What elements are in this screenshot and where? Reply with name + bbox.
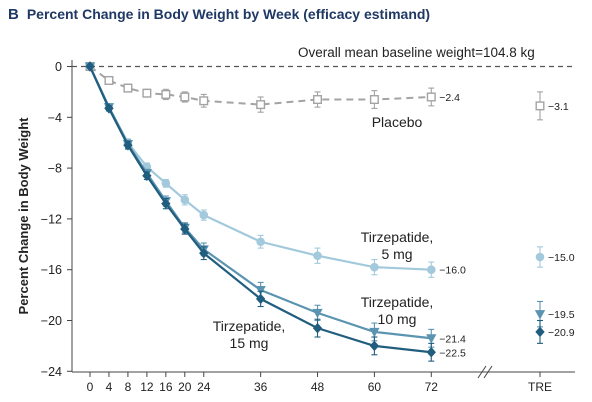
y-tick-label: −16 [41,263,62,277]
y-tick-label: 0 [55,60,62,74]
data-point-tirzepatide-5-mg [199,210,209,220]
series-name-label-tirzepatide-10-mg: Tirzepatide, [361,294,434,310]
series-layer [84,61,546,362]
x-tick-label: 72 [425,380,439,394]
series-name-label-tirzepatide-15-mg: Tirzepatide, [213,318,286,334]
x-tick-label: 24 [197,380,211,394]
data-point-placebo [256,100,266,110]
y-tick-label: −8 [48,162,62,176]
data-point-tirzepatide-10-mg [255,286,266,296]
series-tirzepatide-5-mg [85,62,545,278]
data-point-tirzepatide-5-mg [370,262,379,272]
series-tirzepatide-15-mg [85,61,545,362]
chart-title: Percent Change in Body Weight by Week (e… [26,6,431,22]
x-tick-label: 4 [106,380,113,394]
data-point-tirzepatide-10-mg [312,308,323,319]
end-value-label-tirzepatide-10-mg: −21.4 [439,333,466,345]
tre-point-tirzepatide-15-mg [535,326,545,338]
y-tick-label: −12 [41,212,62,226]
data-point-tirzepatide-15-mg [85,61,95,72]
baseline-weight-annotation: Overall mean baseline weight=104.8 kg [298,45,535,60]
data-point-placebo [426,92,436,102]
tre-point-tirzepatide-5-mg [535,252,545,262]
tre-value-label-tirzepatide-10-mg: −19.5 [548,309,575,321]
data-point-tirzepatide-15-mg [312,322,323,334]
data-point-tirzepatide-15-mg [199,247,209,259]
end-value-label-tirzepatide-5-mg: −16.0 [439,265,466,277]
data-point-tirzepatide-15-mg [142,170,152,181]
data-point-tirzepatide-5-mg [426,265,436,275]
data-point-tirzepatide-15-mg [255,293,266,305]
y-tick-label: −20 [41,314,62,328]
x-tick-label: 48 [311,380,325,394]
data-point-tirzepatide-10-mg [369,327,380,338]
series-name-label-tirzepatide-5-mg: Tirzepatide, [361,229,434,245]
x-ticks: 0 4 8 12 16 20 24 36 48 60 72 [87,372,541,394]
series-placebo [85,62,545,121]
x-tick-label-tre: TRE [528,380,552,394]
data-point-tirzepatide-5-mg [161,179,171,188]
title-row: B Percent Change in Body Weight by Week … [8,6,430,28]
tre-value-label-placebo: −3.1 [548,101,569,113]
tre-point-placebo [535,101,545,111]
y-ticks: 0 −4 −8 −12 −16 −20 −24 [41,60,72,379]
panel-letter: B [8,6,19,23]
data-point-tirzepatide-15-mg [180,223,190,235]
data-point-tirzepatide-5-mg [180,195,190,205]
data-point-placebo [142,88,152,98]
data-point-placebo [180,92,190,102]
data-point-tirzepatide-5-mg [313,251,322,261]
data-point-tirzepatide-15-mg [104,103,114,114]
data-point-tirzepatide-5-mg [256,237,265,247]
data-point-tirzepatide-15-mg [426,346,436,358]
series-name-label-tirzepatide-10-mg: 10 mg [378,311,417,327]
y-axis-title: Percent Change in Body Weight [16,117,31,315]
data-point-placebo [369,95,379,105]
series-name-label-tirzepatide-5-mg: 5 mg [381,246,412,262]
data-point-placebo [123,83,133,93]
x-tick-label: 36 [254,380,268,394]
series-name-label-tirzepatide-15-mg: 15 mg [230,335,269,351]
data-point-tirzepatide-15-mg [123,139,133,151]
series-name-label-placebo: Placebo [372,114,423,130]
data-point-placebo [313,95,323,105]
y-tick-label: −24 [41,365,62,379]
axis-break-mark [483,365,493,379]
x-tick-label: 16 [159,380,173,394]
series-tirzepatide-10-mg [84,62,546,348]
x-tick-label: 12 [140,380,154,394]
axis-break-mark [477,365,487,379]
tre-value-label-tirzepatide-15-mg: −20.9 [548,327,575,339]
data-point-tirzepatide-10-mg [426,334,437,344]
end-value-label-tirzepatide-15-mg: −22.5 [439,347,466,359]
data-point-placebo [199,96,209,106]
end-value-label-placebo: −2.4 [439,92,460,104]
tre-value-label-tirzepatide-5-mg: −15.0 [548,252,575,264]
x-tick-label: 8 [125,380,132,394]
data-point-placebo [161,89,171,99]
y-tick-label: −4 [48,111,62,125]
data-point-tirzepatide-15-mg [161,198,171,209]
data-point-placebo [104,75,114,85]
data-point-tirzepatide-15-mg [369,340,380,352]
axes [71,60,575,379]
tre-point-tirzepatide-10-mg [534,310,546,320]
x-tick-label: 0 [87,380,94,394]
x-tick-label: 20 [178,380,192,394]
x-tick-label: 60 [368,380,382,394]
